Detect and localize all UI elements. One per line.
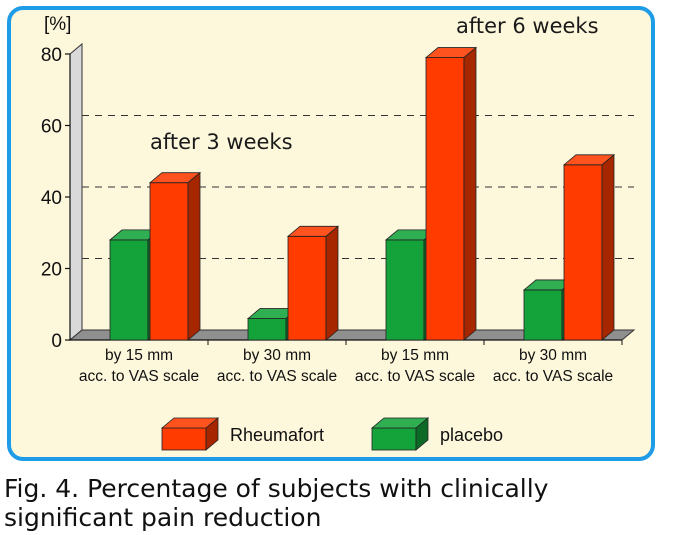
bar-rheumafort-4 <box>562 153 616 341</box>
x-tick-label: by 15 mm acc. to VAS scale <box>355 347 475 385</box>
bar-side <box>601 153 615 341</box>
bar-rheumafort-1 <box>148 171 202 341</box>
x-tick-label: by 30 mm acc. to VAS scale <box>217 347 337 385</box>
legend-label: placebo <box>440 425 503 445</box>
bar-rheumafort-2 <box>286 225 340 341</box>
annotation-after-6-weeks: after 6 weeks <box>456 14 599 38</box>
bar-layer <box>108 46 616 341</box>
annotation-after-3-weeks: after 3 weeks <box>150 130 293 154</box>
bar-front <box>385 239 425 341</box>
bar-front <box>523 289 563 341</box>
bar-front <box>287 235 327 341</box>
legend-item-placebo: placebo <box>370 417 503 451</box>
legend-item-rheumafort: Rheumafort <box>160 417 324 451</box>
bar-placebo-2 <box>246 307 300 341</box>
y-axis-unit-label: [%] <box>44 14 71 35</box>
y-tick-label: 40 <box>41 188 62 209</box>
bar-rheumafort-3 <box>424 46 478 341</box>
bar-front <box>425 57 465 341</box>
y-axis-wall <box>69 42 83 342</box>
bar-front <box>247 318 287 341</box>
bar-placebo-4 <box>522 279 576 341</box>
bar-front <box>149 182 189 341</box>
figure-caption: Fig. 4. Percentage of subjects with clin… <box>4 474 549 532</box>
x-tick-label: by 15 mm acc. to VAS scale <box>79 347 199 385</box>
legend-swatch <box>161 427 207 451</box>
legend: Rheumafort placebo <box>160 417 503 451</box>
bar-side <box>463 46 477 341</box>
bar-front <box>563 164 603 341</box>
legend-swatch-side <box>415 417 429 451</box>
legend-swatch <box>371 427 417 451</box>
bar-side <box>187 171 201 341</box>
legend-swatch-side <box>205 417 219 451</box>
bar-front <box>109 239 149 341</box>
x-tick-label: by 30 mm acc. to VAS scale <box>493 347 613 385</box>
bar-side <box>325 225 339 341</box>
y-tick-label: 20 <box>41 260 62 281</box>
y-tick-label: 60 <box>41 117 62 138</box>
y-tick-label: 0 <box>51 331 62 352</box>
label-layer: 0 20 40 60 80 [%] by 15 mm acc. to VAS scale by … <box>41 14 613 385</box>
legend-label: Rheumafort <box>230 425 324 445</box>
y-tick-label: 80 <box>41 45 62 66</box>
bar-chart: 0 20 40 60 80 [%] by 15 mm acc. to VAS scale by … <box>41 14 636 451</box>
